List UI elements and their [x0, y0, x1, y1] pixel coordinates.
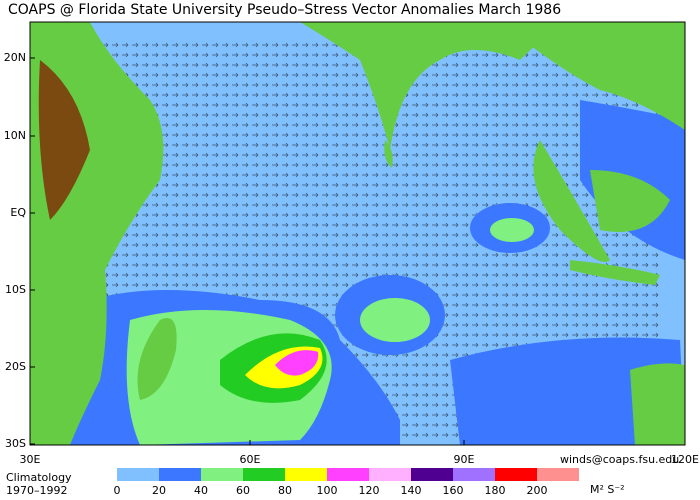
lat-label: 20S [5, 360, 26, 373]
colorbar-label: 140 [401, 484, 422, 497]
lon-label: 90E [454, 453, 475, 466]
anomaly-region [360, 298, 430, 342]
map [30, 22, 685, 445]
anomaly-region [450, 337, 685, 445]
colorbar-swatch [159, 468, 201, 481]
lat-label: EQ [10, 206, 26, 219]
colorbar-swatch [201, 468, 243, 481]
colorbar-label: 40 [194, 484, 208, 497]
colorbar-label: 60 [236, 484, 250, 497]
colorbar-label: 80 [278, 484, 292, 497]
lat-label: 30S [5, 437, 26, 450]
land [384, 140, 393, 168]
land [30, 22, 560, 150]
land [500, 22, 685, 130]
land [630, 363, 685, 445]
colorbar-swatch [453, 468, 495, 481]
lat-label: 20N [4, 51, 26, 64]
colorbar-label: 160 [443, 484, 464, 497]
colorbar-label: 20 [152, 484, 166, 497]
colorbar-label: 100 [317, 484, 338, 497]
credit: winds@coaps.fsu.edu [560, 453, 679, 466]
colorbar-swatch [537, 468, 579, 481]
lat-label: 10S [5, 283, 26, 296]
lon-label: 120E [671, 453, 699, 466]
map-frame [29, 21, 686, 446]
lon-label: 30E [20, 453, 41, 466]
anomaly-region [275, 350, 319, 376]
colorbar-label: 200 [527, 484, 548, 497]
highland [38, 60, 90, 220]
colorbar-swatch [411, 468, 453, 481]
colorbar-swatch [117, 468, 159, 481]
lat-label: 10N [4, 129, 26, 142]
lon-label: 60E [240, 453, 261, 466]
colorbar-swatch [327, 468, 369, 481]
colorbar-swatch [243, 468, 285, 481]
colorbar-label: 180 [485, 484, 506, 497]
land [137, 318, 177, 400]
colorbar-label: 0 [114, 484, 121, 497]
colorbar-swatch [285, 468, 327, 481]
colorbar-swatch [369, 468, 411, 481]
climatology-label: 1970–1992 [6, 484, 68, 497]
land [570, 260, 660, 285]
land [590, 170, 670, 232]
climatology-label: Climatology [6, 471, 72, 484]
title: COAPS @ Florida State University Pseudo–… [8, 2, 561, 18]
colorbar-units: M² S⁻² [590, 483, 625, 496]
land [533, 140, 610, 262]
colorbar-label: 120 [359, 484, 380, 497]
colorbar-swatch [495, 468, 537, 481]
anomaly-region [490, 218, 534, 242]
